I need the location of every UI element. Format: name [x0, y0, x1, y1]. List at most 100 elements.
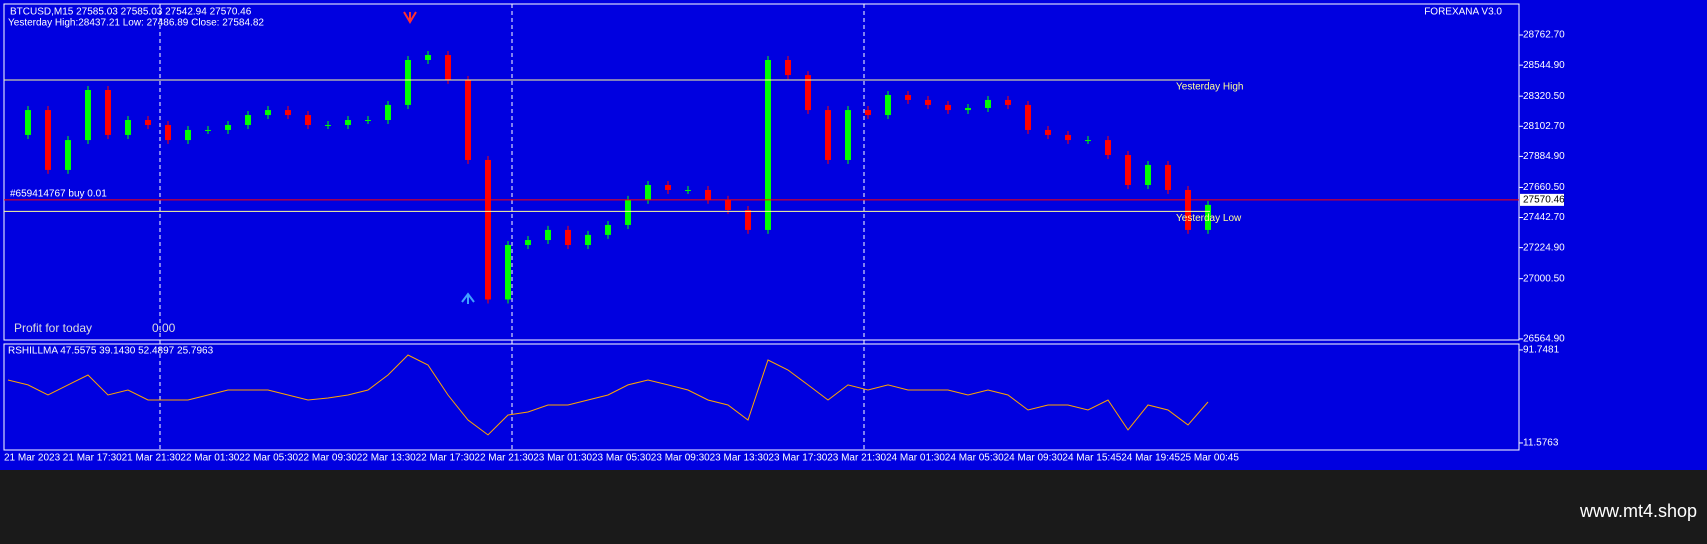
y-tick-label: 28762.70 — [1523, 30, 1565, 41]
rsi-line — [7, 354, 1209, 436]
candle — [965, 107, 971, 111]
candle — [1105, 140, 1111, 155]
candle — [205, 129, 211, 131]
y-tick-label: 28320.50 — [1523, 91, 1565, 102]
indicator-name: FOREXANA V3.0 — [1424, 7, 1502, 18]
sell-arrow — [403, 11, 417, 24]
yesterday-info: Yesterday High:28437.21 Low: 27486.89 Cl… — [8, 18, 264, 29]
y-tick-label: 26564.90 — [1523, 334, 1565, 345]
candle — [45, 110, 51, 170]
buy-arrow — [461, 292, 475, 304]
y-tick-label: 27000.50 — [1523, 273, 1565, 284]
y-tick-label: 91.7481 — [1523, 345, 1560, 356]
price-pane — [3, 3, 1520, 341]
candle — [765, 60, 771, 230]
level-label: Yesterday Low — [1176, 213, 1242, 224]
rsi-pane — [3, 343, 1520, 451]
candle — [285, 110, 291, 116]
x-tick-label: 24 Mar 15:45 — [1062, 453, 1121, 464]
candle — [85, 90, 91, 141]
candle — [605, 224, 611, 235]
candle — [225, 124, 231, 130]
candle — [845, 110, 851, 160]
y-tick-label: 11.5763 — [1523, 438, 1559, 449]
candle — [865, 110, 871, 116]
x-tick-label: 23 Mar 05:30 — [592, 453, 651, 464]
x-tick-label: 23 Mar 01:30 — [533, 453, 592, 464]
y-tick-label: 27660.50 — [1523, 182, 1565, 193]
candle — [805, 75, 811, 111]
price-tag: 27570.46 — [1523, 195, 1565, 206]
candle — [345, 120, 351, 125]
profit-label: Profit for today — [14, 321, 92, 335]
candle — [105, 90, 111, 135]
candle — [505, 245, 511, 300]
symbol-info: BTCUSD,M15 27585.03 27585.03 27542.94 27… — [10, 7, 252, 18]
watermark: www.mt4.shop — [1579, 501, 1697, 521]
candle — [585, 234, 591, 246]
candle — [425, 55, 431, 60]
candle — [565, 229, 571, 246]
order-label: #659414767 buy 0.01 — [10, 189, 107, 200]
candle — [725, 199, 731, 211]
x-tick-label: 22 Mar 17:30 — [416, 453, 475, 464]
y-tick-label: 28102.70 — [1523, 121, 1565, 132]
candle — [1045, 129, 1051, 135]
candle — [325, 124, 331, 126]
candle — [945, 104, 951, 111]
candle — [1085, 140, 1091, 142]
candle — [905, 94, 911, 100]
candle — [65, 140, 71, 170]
candle — [665, 184, 671, 190]
candle — [125, 120, 131, 135]
x-tick-label: 21 Mar 2023 — [4, 453, 61, 464]
candle — [25, 110, 31, 135]
x-tick-label: 23 Mar 17:30 — [768, 453, 827, 464]
candle — [685, 189, 691, 191]
candle — [245, 115, 251, 125]
candle — [445, 55, 451, 81]
candle — [1125, 154, 1131, 185]
candle — [785, 60, 791, 76]
y-tick-label: 27224.90 — [1523, 242, 1565, 253]
candle — [625, 199, 631, 225]
x-tick-label: 21 Mar 21:30 — [122, 453, 181, 464]
candle — [365, 120, 371, 122]
candle — [1005, 99, 1011, 105]
rsi-title: RSHILLMA 47.5575 39.1430 52.4897 25.7963 — [8, 346, 214, 357]
x-tick-label: 21 Mar 17:30 — [63, 453, 122, 464]
session-lines — [159, 4, 865, 450]
candle — [745, 210, 751, 230]
candle — [305, 115, 311, 125]
chart-window — [0, 0, 1707, 470]
candle — [1025, 104, 1031, 130]
x-tick-label: 23 Mar 21:30 — [827, 453, 886, 464]
candle — [1185, 189, 1191, 230]
candle — [185, 129, 191, 141]
level-label: Yesterday High — [1176, 82, 1243, 93]
candle — [265, 110, 271, 116]
y-tick-label: 27442.70 — [1523, 212, 1565, 223]
x-tick-label: 22 Mar 09:30 — [298, 453, 357, 464]
x-tick-label: 22 Mar 13:30 — [357, 453, 416, 464]
candle — [465, 80, 471, 160]
candle — [985, 99, 991, 108]
x-tick-label: 24 Mar 01:30 — [886, 453, 945, 464]
x-tick-label: 24 Mar 09:30 — [1004, 453, 1063, 464]
x-tick-label: 23 Mar 09:30 — [651, 453, 710, 464]
candle — [165, 124, 171, 141]
candle — [525, 240, 531, 246]
candle — [1065, 134, 1071, 141]
x-tick-label: 25 Mar 00:45 — [1180, 453, 1239, 464]
x-tick-label: 24 Mar 19:45 — [1121, 453, 1180, 464]
candle — [885, 94, 891, 116]
candle — [1145, 164, 1151, 185]
candle — [1165, 164, 1171, 190]
y-tick-label: 27884.90 — [1523, 151, 1565, 162]
candle — [645, 184, 651, 200]
candle — [485, 159, 491, 300]
candle — [1205, 204, 1211, 230]
y-tick-label: 28544.90 — [1523, 60, 1565, 71]
